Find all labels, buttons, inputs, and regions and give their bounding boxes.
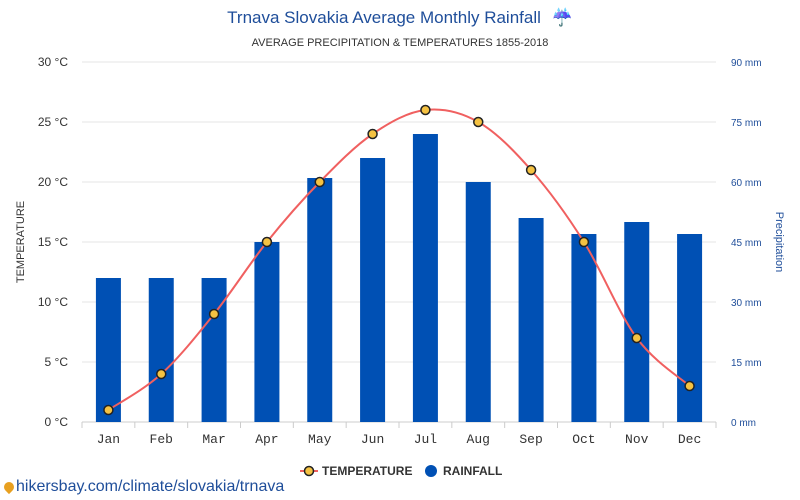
- right-tick-label: 45 mm: [731, 238, 762, 249]
- temperature-point-oct[interactable]: [578, 236, 590, 248]
- left-tick-label: 30 °C: [38, 55, 68, 69]
- left-axis-title: TEMPERATURE: [15, 201, 27, 283]
- x-tick-label-jul: Jul: [414, 432, 438, 447]
- source-link-text: hikersbay.com/climate/slovakia/trnava: [16, 478, 285, 495]
- x-tick-label-jun: Jun: [361, 432, 384, 447]
- x-tick-label-jan: Jan: [97, 432, 120, 447]
- rainfall-bar-nov[interactable]: [624, 222, 650, 422]
- rainfall-bars: [95, 134, 703, 422]
- left-axis-ticks: 0 °C 5 °C 10 °C 15 °C 20 °C 25 °C 30 °C: [38, 55, 68, 429]
- right-tick-label: 0 mm: [731, 418, 756, 429]
- right-tick-label: 90 mm: [731, 58, 762, 69]
- rainfall-bar-mar[interactable]: [201, 278, 227, 422]
- temperature-point-feb[interactable]: [156, 368, 167, 380]
- chart-title: Trnava Slovakia Average Monthly Rainfall…: [227, 7, 573, 27]
- legend-item-rainfall[interactable]: RAINFALL: [425, 464, 502, 478]
- rainfall-bar-sep[interactable]: [518, 218, 544, 422]
- rainfall-bar-dec[interactable]: [677, 234, 703, 422]
- rainfall-bar-jan[interactable]: [95, 278, 121, 422]
- x-tick-label-dec: Dec: [678, 432, 701, 447]
- x-tick-label-sep: Sep: [519, 432, 542, 447]
- temperature-point-mar[interactable]: [208, 308, 220, 320]
- location-pin-icon: [1, 479, 17, 494]
- temperature-point-may[interactable]: [314, 176, 325, 188]
- temperature-markers: [103, 104, 695, 416]
- chart-subtitle: AVERAGE PRECIPITATION & TEMPERATURES 185…: [252, 37, 549, 49]
- legend-temperature-label: TEMPERATURE: [322, 464, 412, 478]
- rainfall-bar-feb[interactable]: [148, 278, 174, 422]
- temperature-point-dec[interactable]: [684, 380, 695, 392]
- temperature-point-jan[interactable]: [103, 404, 114, 416]
- rainfall-bar-apr[interactable]: [254, 242, 280, 422]
- source-link[interactable]: hikersbay.com/climate/slovakia/trnava: [1, 478, 285, 496]
- right-tick-label: 15 mm: [731, 358, 762, 369]
- left-tick-label: 10 °C: [38, 295, 68, 309]
- temperature-point-sep[interactable]: [525, 164, 537, 176]
- legend-rainfall-marker: [425, 465, 437, 477]
- rainfall-bar-may[interactable]: [307, 178, 333, 422]
- rainfall-bar-oct[interactable]: [571, 234, 597, 422]
- left-tick-label: 15 °C: [38, 235, 68, 249]
- x-tick-label-aug: Aug: [467, 432, 490, 447]
- rainfall-bar-jun[interactable]: [360, 158, 386, 422]
- umbrella-icon: ☔: [552, 7, 573, 27]
- x-axis-ticks: Jan Feb Mar Apr May Jun Jul Aug Sep Oct Nov Dec: [97, 432, 702, 447]
- x-tick-label-may: May: [308, 432, 332, 447]
- temperature-point-aug[interactable]: [473, 116, 484, 128]
- x-tick-label-mar: Mar: [202, 432, 225, 447]
- x-tick-label-oct: Oct: [572, 432, 595, 447]
- left-tick-label: 20 °C: [38, 175, 68, 189]
- legend: TEMPERATURE RAINFALL: [300, 464, 502, 478]
- left-tick-label: 5 °C: [45, 355, 69, 369]
- right-axis-ticks: 0 mm 15 mm 30 mm 45 mm 60 mm 75 mm 90 mm: [731, 58, 762, 429]
- temperature-point-jun[interactable]: [367, 128, 378, 140]
- x-tick-label-nov: Nov: [625, 432, 649, 447]
- right-tick-label: 75 mm: [731, 118, 762, 129]
- x-tick-label-apr: Apr: [255, 432, 278, 447]
- temperature-point-nov[interactable]: [631, 332, 642, 344]
- x-tick-label-feb: Feb: [150, 432, 173, 447]
- gridlines: [81, 61, 717, 428]
- temperature-line-layer: [107, 108, 691, 411]
- rainfall-bar-jul[interactable]: [412, 134, 438, 422]
- left-tick-label: 25 °C: [38, 115, 68, 129]
- temperature-line: [107, 108, 691, 411]
- legend-rainfall-label: RAINFALL: [443, 464, 502, 478]
- temperature-point-apr[interactable]: [261, 236, 273, 248]
- right-axis-title: Precipitation: [773, 212, 785, 273]
- right-tick-label: 30 mm: [731, 298, 762, 309]
- legend-item-temperature[interactable]: TEMPERATURE: [300, 464, 412, 478]
- temperature-point-jul[interactable]: [420, 104, 431, 116]
- left-tick-label: 0 °C: [45, 415, 69, 429]
- rainfall-bar-aug[interactable]: [465, 182, 491, 422]
- right-tick-label: 60 mm: [731, 178, 762, 189]
- legend-temperature-marker: [303, 465, 315, 477]
